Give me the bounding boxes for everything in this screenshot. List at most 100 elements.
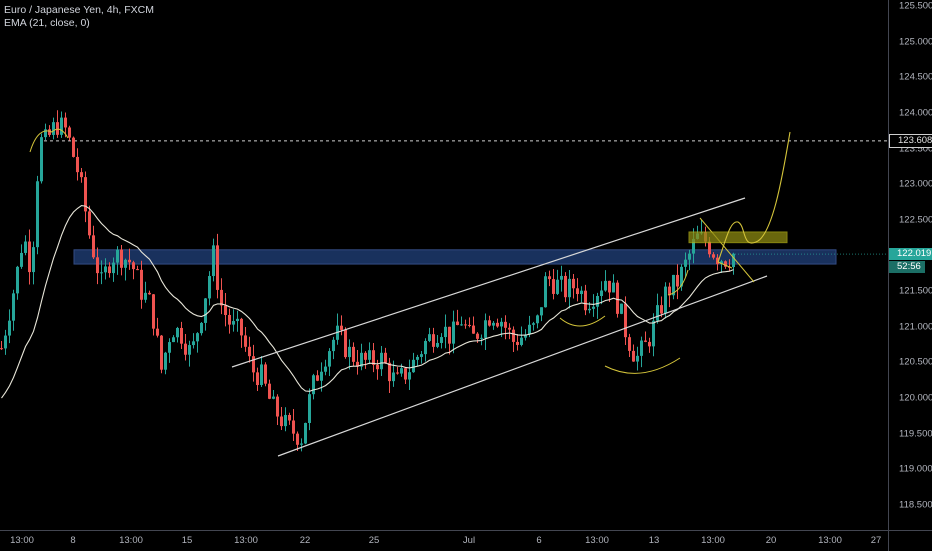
candle-body [636, 355, 639, 362]
candle-body [200, 322, 203, 334]
time-tick: 6 [536, 535, 542, 546]
candle-body [688, 253, 691, 260]
support-zone [73, 249, 837, 265]
candle-body [672, 274, 675, 296]
time-tick: 13:00 [701, 535, 725, 546]
price-tick: 120.500 [899, 356, 932, 368]
candle-body [12, 293, 15, 321]
candle-body [16, 266, 19, 294]
candle-body [408, 372, 411, 380]
candle-body [136, 269, 139, 271]
candle-body [432, 334, 435, 347]
candle-body [560, 275, 563, 280]
candle-body [488, 320, 491, 326]
wedge-line-upper [699, 217, 755, 283]
candle-body [676, 274, 679, 287]
candle-body [124, 259, 127, 268]
time-tick: 13:00 [10, 535, 34, 546]
candle-body [392, 372, 395, 382]
candle-body [716, 257, 719, 265]
candle-body [440, 337, 443, 343]
candle-body [112, 262, 115, 274]
top-pattern-curve [29, 128, 69, 153]
candle-body [588, 308, 591, 311]
candle-body [356, 361, 359, 367]
candle-body [424, 340, 427, 355]
candle-body [732, 253, 735, 268]
candle-body [620, 303, 623, 314]
ema-indicator-label[interactable]: EMA (21, close, 0) [4, 17, 90, 29]
price-tick: 125.500 [899, 0, 932, 12]
candle-body [276, 396, 279, 417]
candle-body [708, 241, 711, 255]
candle-body [576, 288, 579, 295]
time-tick: 27 [870, 535, 882, 546]
candle-body [128, 259, 131, 263]
candle-body [612, 282, 615, 293]
candle-body [92, 235, 95, 258]
candle-body [652, 320, 655, 347]
price-tick: 123.500 [899, 143, 932, 155]
candle-body [384, 352, 387, 363]
candle-body [504, 321, 507, 328]
candle-body [320, 371, 323, 381]
candle-body [484, 320, 487, 338]
symbol-title[interactable]: Euro / Japanese Yen, 4h, FXCM [4, 4, 155, 16]
candle-body [592, 306, 595, 309]
candle-body [472, 325, 475, 334]
candle-body [572, 278, 575, 289]
candle-body [300, 443, 303, 445]
candle-body [304, 422, 307, 444]
candle-body [256, 372, 259, 386]
candle-body [344, 329, 347, 358]
candle-body [48, 129, 51, 135]
candle-body [340, 325, 343, 330]
price-tick: 122.500 [899, 214, 932, 226]
candle-body [260, 364, 263, 386]
time-tick: 13:00 [585, 535, 609, 546]
candle-body [196, 333, 199, 342]
candlestick-chart[interactable] [0, 0, 888, 530]
candle-body [8, 320, 11, 336]
candle-body [712, 254, 715, 258]
candle-body [456, 321, 459, 326]
candle-body [604, 280, 607, 291]
candle-body [532, 323, 535, 325]
last-price-label: 122.019 [889, 248, 932, 261]
candle-body [580, 290, 583, 295]
price-tick: 121.000 [899, 321, 932, 333]
price-axis[interactable]: 125.500 125.000 124.500 124.000 123.500 123.0… [888, 0, 932, 530]
shoulder-curve-right [667, 269, 689, 296]
projection-path [717, 131, 791, 263]
candle-body [448, 326, 451, 344]
candle-body [60, 117, 63, 135]
candle-body [228, 314, 231, 325]
candle-body [224, 305, 227, 315]
candle-body [244, 335, 247, 347]
channel-lower-line [277, 275, 768, 457]
candle-body [0, 348, 3, 350]
candle-body [156, 328, 159, 336]
candle-body [412, 359, 415, 373]
candle-body [20, 252, 23, 267]
candle-body [36, 181, 39, 248]
candle-body [268, 383, 271, 399]
bar-countdown-label: 52:56 [889, 261, 925, 274]
candle-body [512, 329, 515, 342]
candle-body [80, 172, 83, 178]
candle-body [380, 352, 383, 370]
candle-body [64, 117, 67, 128]
time-tick: Jul [462, 535, 476, 546]
time-axis[interactable]: 13:00 8 13:00 15 13:00 22 25 Jul 6 13:00 13 13:00 20… [0, 530, 888, 551]
candle-body [624, 303, 627, 338]
candle-body [132, 262, 135, 270]
candle-body [464, 324, 467, 326]
chart-area[interactable]: Euro / Japanese Yen, 4h, FXCM EMA (21, c… [0, 0, 888, 530]
time-tick: 13 [648, 535, 660, 546]
channel-upper-line [231, 197, 746, 368]
candle-body [664, 286, 667, 314]
candle-body [600, 290, 603, 297]
shoulder-curve-left [559, 315, 606, 327]
candle-body [84, 177, 87, 212]
candle-body [148, 292, 151, 295]
